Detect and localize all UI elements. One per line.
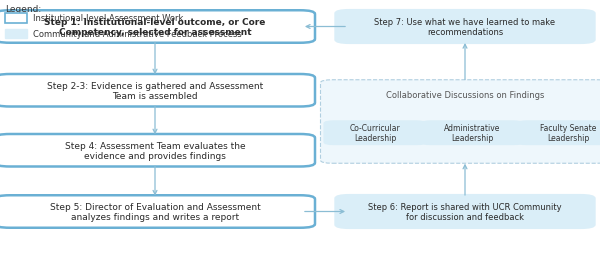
FancyBboxPatch shape — [517, 121, 600, 145]
Text: Faculty Senate
Leadership: Faculty Senate Leadership — [540, 123, 596, 143]
Text: Collaborative Discussions on Findings: Collaborative Discussions on Findings — [386, 90, 544, 99]
Text: Step 6: Report is shared with UCR Community
for discussion and feedback: Step 6: Report is shared with UCR Commun… — [368, 202, 562, 221]
FancyBboxPatch shape — [5, 14, 27, 24]
Text: Administrative
Leadership: Administrative Leadership — [444, 123, 500, 143]
FancyBboxPatch shape — [335, 195, 595, 229]
FancyBboxPatch shape — [320, 81, 600, 164]
FancyBboxPatch shape — [335, 11, 595, 44]
FancyBboxPatch shape — [0, 134, 315, 167]
FancyBboxPatch shape — [324, 121, 426, 145]
FancyBboxPatch shape — [0, 11, 315, 44]
FancyBboxPatch shape — [0, 75, 315, 107]
FancyBboxPatch shape — [0, 196, 315, 228]
Text: Legend:: Legend: — [5, 5, 41, 14]
FancyBboxPatch shape — [421, 121, 523, 145]
Text: Step 5: Director of Evaluation and Assessment
analyzes findings and writes a rep: Step 5: Director of Evaluation and Asses… — [50, 202, 260, 221]
FancyBboxPatch shape — [5, 30, 27, 39]
Text: Step 1: Institutional-level outcome, or Core
Competency, selected for assessment: Step 1: Institutional-level outcome, or … — [44, 18, 266, 37]
Text: Step 7: Use what we have learned to make
recommendations: Step 7: Use what we have learned to make… — [374, 18, 556, 37]
Text: Community and Administrative Feedback Process: Community and Administrative Feedback Pr… — [33, 30, 242, 39]
Text: Step 2-3: Evidence is gathered and Assessment
Team is assembled: Step 2-3: Evidence is gathered and Asses… — [47, 81, 263, 101]
Text: Co-Curricular
Leadership: Co-Curricular Leadership — [350, 123, 400, 143]
Text: Institutional-level Assessment Work: Institutional-level Assessment Work — [33, 14, 184, 23]
Text: Step 4: Assessment Team evaluates the
evidence and provides findings: Step 4: Assessment Team evaluates the ev… — [65, 141, 245, 160]
